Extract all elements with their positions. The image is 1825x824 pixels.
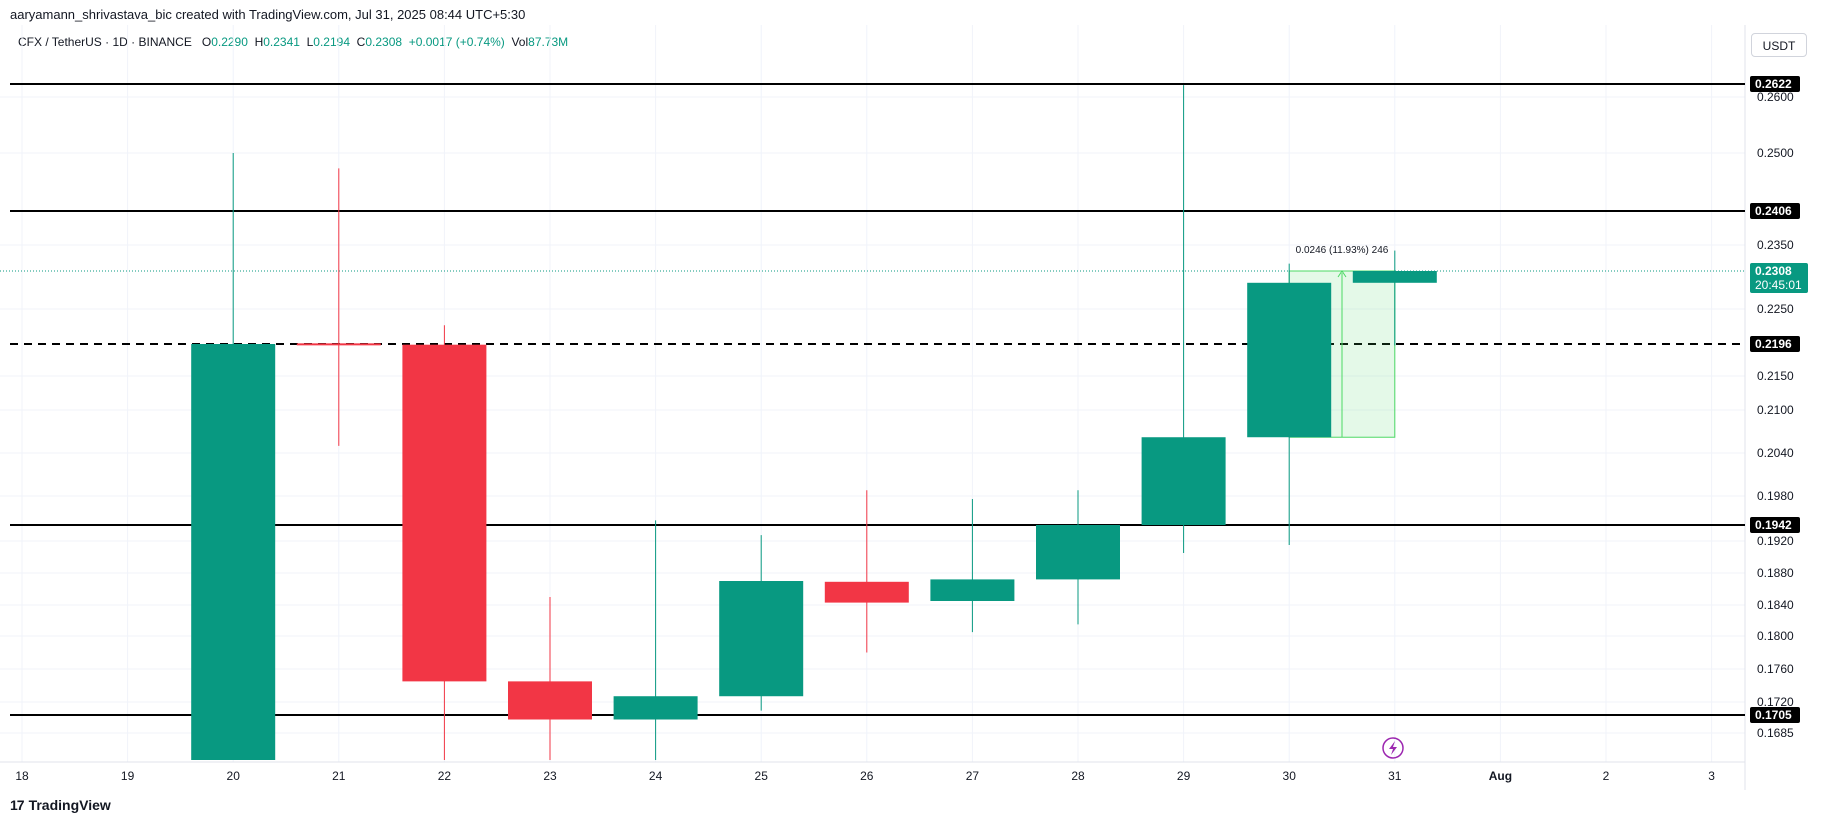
candle: [508, 597, 592, 760]
change-value: +0.0017 (+0.74%): [408, 35, 505, 49]
price-tick-label: 0.1840: [1757, 598, 1794, 612]
low-value: 0.2194: [313, 35, 350, 49]
time-tick-label: 23: [543, 769, 557, 783]
volume-value: 87.73M: [528, 35, 569, 49]
open-value: 0.2290: [211, 35, 248, 49]
tradingview-logo-icon: 17: [10, 797, 25, 813]
price-tick-label: 0.2150: [1757, 369, 1794, 383]
time-tick-label: 25: [755, 769, 769, 783]
symbol-legend: CFX / TetherUS · 1D · BINANCE O0.2290 H0…: [18, 35, 568, 49]
measure-arrow-icon: [1337, 270, 1347, 278]
high-value: 0.2341: [263, 35, 300, 49]
level-price-label: 0.2196: [1755, 337, 1792, 351]
volume-label: Vol: [511, 35, 529, 49]
candle: [402, 325, 487, 760]
price-tick-label: 0.2250: [1757, 302, 1794, 316]
price-tick-label: 0.1720: [1757, 695, 1794, 709]
candle-body: [191, 344, 276, 760]
level-price-label: 0.2406: [1755, 204, 1792, 218]
time-tick-label: 29: [1177, 769, 1191, 783]
time-tick-label: 28: [1071, 769, 1085, 783]
level-price-badge: [1750, 707, 1800, 723]
time-tick-label: 18: [15, 769, 29, 783]
time-tick-label: 21: [332, 769, 346, 783]
time-tick-label: 26: [860, 769, 874, 783]
symbol-title[interactable]: CFX / TetherUS · 1D · BINANCE: [18, 35, 192, 49]
price-tick-label: 0.2040: [1757, 446, 1794, 460]
price-tick-label: 0.1800: [1757, 629, 1794, 643]
close-label: C: [356, 35, 366, 49]
time-tick-label: 27: [966, 769, 980, 783]
candle-body: [1141, 437, 1226, 525]
candle-body: [402, 344, 487, 682]
price-tick-label: 0.2350: [1757, 238, 1794, 252]
candle: [296, 168, 381, 446]
last-price-badge: [1750, 263, 1808, 293]
candle-body: [824, 581, 909, 603]
price-tick-label: 0.1920: [1757, 534, 1794, 548]
close-value: 0.2308: [365, 35, 403, 49]
candle: [613, 520, 698, 760]
candle: [1352, 250, 1437, 346]
candle: [191, 153, 276, 760]
grid: [0, 25, 1745, 762]
price-tick-label: 0.1760: [1757, 662, 1794, 676]
candle-body: [1247, 282, 1332, 438]
footer-brand: 17 TradingView: [10, 797, 111, 813]
lightning-icon[interactable]: [1382, 737, 1404, 759]
candle-body: [508, 681, 592, 720]
countdown-label: 20:45:01: [1755, 278, 1802, 292]
candle-body: [296, 343, 381, 346]
time-tick-label: 24: [649, 769, 663, 783]
price-tick-label: 0.2600: [1757, 90, 1794, 104]
price-tick-label: 0.1685: [1757, 726, 1794, 740]
candle-body: [1352, 271, 1437, 283]
candle-body: [1036, 525, 1120, 580]
time-tick-label: 3: [1708, 769, 1715, 783]
chart-attribution: aaryamann_shrivastava_bic created with T…: [10, 7, 526, 22]
price-tick-label: 0.1980: [1757, 489, 1794, 503]
candle: [824, 490, 909, 653]
level-price-label: 0.1705: [1755, 708, 1792, 722]
time-tick-label: 2: [1603, 769, 1610, 783]
high-label: H: [254, 35, 264, 49]
candle: [930, 499, 1015, 633]
time-tick-label: 20: [227, 769, 241, 783]
level-price-label: 0.1942: [1755, 518, 1792, 532]
candle-body: [930, 579, 1015, 601]
candle: [719, 535, 804, 711]
time-tick-label: 31: [1388, 769, 1402, 783]
measure-label: 0.0246 (11.93%) 246: [1296, 245, 1389, 256]
time-tick-label: Aug: [1489, 769, 1512, 783]
low-label: L: [306, 35, 314, 49]
level-price-badge: [1750, 203, 1800, 219]
horizontal-levels: [10, 83, 1745, 716]
level-price-badge: [1750, 76, 1800, 92]
time-tick-label: 22: [438, 769, 452, 783]
time-tick-label: 30: [1283, 769, 1297, 783]
price-tick-label: 0.1880: [1757, 566, 1794, 580]
level-price-badge: [1750, 336, 1800, 352]
open-label: O: [201, 35, 212, 49]
candle-body: [719, 581, 804, 697]
price-tick-label: 0.2500: [1757, 146, 1794, 160]
price-chart[interactable]: 0.0246 (11.93%) 246 0.26000.25000.23500.…: [0, 0, 1825, 790]
last-price-label: 0.2308: [1755, 264, 1792, 278]
price-badges: 0.2622 0.2406 0.2196 0.1942 0.1705 0.230820:4…: [1750, 76, 1808, 723]
footer-brand-name: TradingView: [28, 797, 111, 813]
level-price-badge: [1750, 517, 1800, 533]
level-price-label: 0.2622: [1755, 77, 1792, 91]
time-scale[interactable]: 18 19 20 21 22 23 24 25 26 27 28 29 30 31 Aug 2 3: [15, 769, 1715, 783]
price-scale[interactable]: 0.2600 0.2500 0.2350 0.2250 0.2150 0.2100 0.20…: [1757, 90, 1794, 740]
price-tick-label: 0.2100: [1757, 403, 1794, 417]
candle: [1141, 85, 1226, 553]
candle: [1036, 490, 1120, 625]
candle: [1247, 263, 1332, 545]
candle-body: [613, 696, 698, 720]
time-tick-label: 19: [121, 769, 135, 783]
currency-button[interactable]: USDT: [1751, 33, 1807, 57]
candles: [191, 85, 1437, 760]
